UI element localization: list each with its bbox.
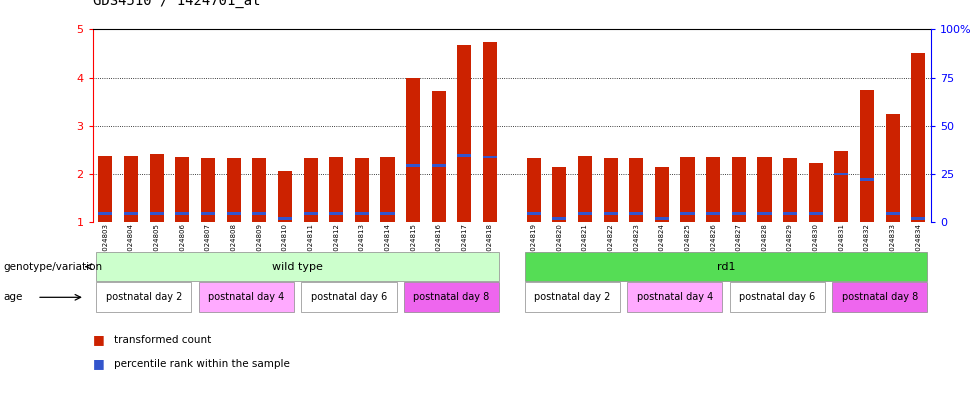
Bar: [552, 217, 566, 220]
Bar: [150, 154, 164, 222]
Bar: [552, 167, 566, 222]
Bar: [706, 157, 721, 222]
Bar: [758, 212, 771, 215]
Bar: [330, 157, 343, 222]
Bar: [860, 178, 874, 181]
Bar: [526, 212, 541, 215]
Bar: [483, 156, 497, 158]
Text: ■: ■: [93, 357, 104, 370]
Bar: [98, 156, 112, 222]
Bar: [835, 173, 848, 175]
Bar: [457, 45, 472, 222]
Bar: [253, 158, 266, 222]
Bar: [808, 163, 823, 222]
Bar: [783, 212, 798, 215]
Bar: [604, 212, 617, 215]
Text: postnatal day 4: postnatal day 4: [637, 292, 713, 302]
Bar: [330, 212, 343, 215]
Bar: [655, 167, 669, 222]
Bar: [629, 158, 644, 222]
Text: GDS4510 / 1424701_at: GDS4510 / 1424701_at: [93, 0, 260, 8]
Bar: [912, 53, 925, 222]
Bar: [380, 157, 395, 222]
Bar: [201, 158, 215, 222]
Bar: [578, 156, 592, 222]
Bar: [124, 212, 138, 215]
Text: postnatal day 6: postnatal day 6: [311, 292, 387, 302]
Bar: [380, 212, 395, 215]
Bar: [278, 217, 292, 220]
Bar: [355, 158, 369, 222]
Bar: [783, 158, 798, 222]
Bar: [457, 154, 472, 157]
Bar: [407, 77, 420, 222]
Bar: [885, 114, 900, 222]
Bar: [885, 212, 900, 215]
Bar: [432, 91, 446, 222]
Bar: [629, 212, 644, 215]
Text: postnatal day 2: postnatal day 2: [534, 292, 610, 302]
Bar: [176, 212, 189, 215]
Text: transformed count: transformed count: [114, 335, 212, 345]
Bar: [278, 171, 292, 222]
Bar: [681, 212, 694, 215]
Bar: [303, 158, 318, 222]
Text: genotype/variation: genotype/variation: [3, 262, 102, 272]
Bar: [176, 157, 189, 222]
Text: postnatal day 2: postnatal day 2: [105, 292, 182, 302]
Bar: [912, 217, 925, 220]
Bar: [758, 157, 771, 222]
Bar: [732, 157, 746, 222]
Text: age: age: [3, 292, 22, 302]
Bar: [98, 212, 112, 215]
Bar: [432, 164, 446, 167]
Bar: [808, 212, 823, 215]
Bar: [226, 212, 241, 215]
Bar: [706, 212, 721, 215]
Bar: [681, 157, 694, 222]
Text: postnatal day 8: postnatal day 8: [413, 292, 489, 302]
Text: postnatal day 4: postnatal day 4: [209, 292, 285, 302]
Bar: [860, 90, 874, 222]
Bar: [253, 212, 266, 215]
Bar: [655, 217, 669, 220]
Text: rd1: rd1: [717, 262, 735, 272]
Bar: [303, 212, 318, 215]
Bar: [150, 212, 164, 215]
Bar: [483, 42, 497, 222]
Bar: [201, 212, 215, 215]
Text: wild type: wild type: [272, 262, 323, 272]
Text: ■: ■: [93, 333, 104, 347]
Bar: [732, 212, 746, 215]
Text: postnatal day 8: postnatal day 8: [841, 292, 918, 302]
Text: postnatal day 6: postnatal day 6: [739, 292, 815, 302]
Bar: [578, 212, 592, 215]
Bar: [526, 158, 541, 222]
Text: percentile rank within the sample: percentile rank within the sample: [114, 358, 290, 369]
Bar: [124, 156, 138, 222]
Bar: [226, 158, 241, 222]
Bar: [407, 164, 420, 167]
Bar: [835, 151, 848, 222]
Bar: [355, 212, 369, 215]
Bar: [604, 158, 617, 222]
